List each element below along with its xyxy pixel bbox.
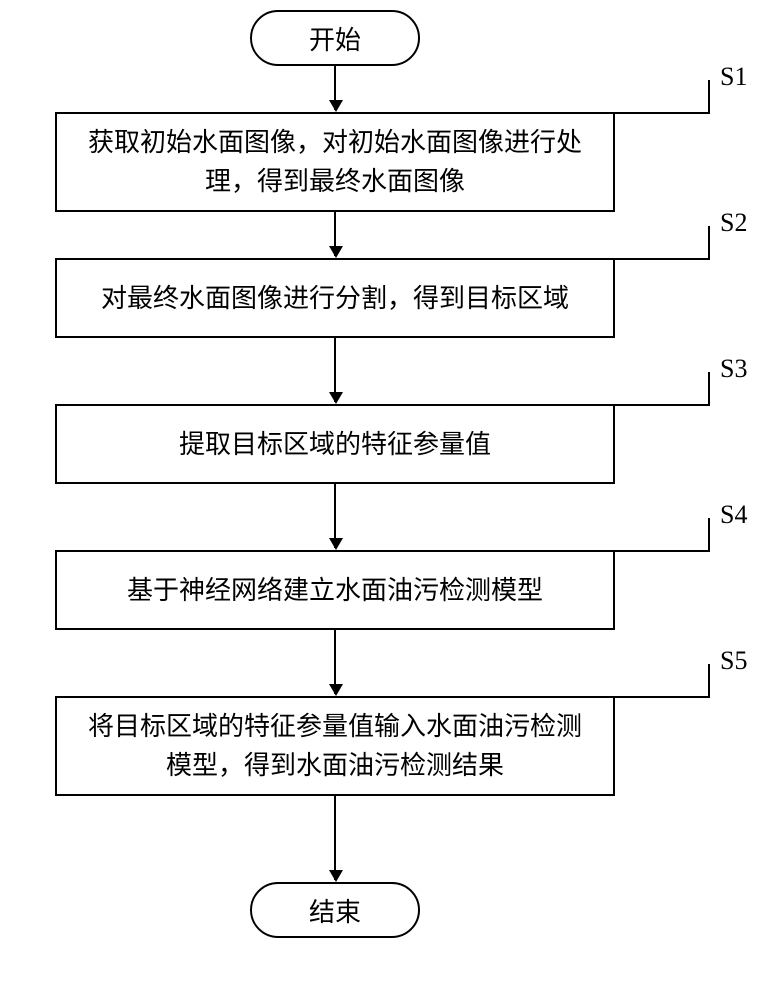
step-s3: 提取目标区域的特征参量值	[55, 404, 615, 484]
arrow-s3-s4	[334, 484, 336, 548]
callout-line-s3-h	[615, 404, 710, 406]
callout-line-s1-h	[615, 112, 710, 114]
step-s5-text: 将目标区域的特征参量值输入水面油污检测模型，得到水面油污检测结果	[77, 707, 593, 785]
callout-line-s3-v	[708, 372, 710, 406]
callout-label-s1: S1	[720, 62, 747, 92]
start-label: 开始	[309, 20, 361, 57]
callout-line-s4-v	[708, 518, 710, 552]
callout-line-s5-v	[708, 664, 710, 698]
step-s3-text: 提取目标区域的特征参量值	[179, 425, 491, 464]
step-s1-text: 获取初始水面图像，对初始水面图像进行处理，得到最终水面图像	[77, 123, 593, 201]
arrow-start-s1	[334, 66, 336, 110]
callout-line-s2-h	[615, 258, 710, 260]
callout-line-s5-h	[615, 696, 710, 698]
step-s2: 对最终水面图像进行分割，得到目标区域	[55, 258, 615, 338]
callout-label-s3: S3	[720, 354, 747, 384]
end-label: 结束	[309, 892, 361, 929]
step-s4-text: 基于神经网络建立水面油污检测模型	[127, 571, 543, 610]
callout-label-s5: S5	[720, 646, 747, 676]
callout-line-s1-v	[708, 80, 710, 114]
step-s4: 基于神经网络建立水面油污检测模型	[55, 550, 615, 630]
step-s5: 将目标区域的特征参量值输入水面油污检测模型，得到水面油污检测结果	[55, 696, 615, 796]
callout-label-s2: S2	[720, 208, 747, 238]
callout-line-s4-h	[615, 550, 710, 552]
step-s2-text: 对最终水面图像进行分割，得到目标区域	[101, 279, 569, 318]
arrow-s2-s3	[334, 338, 336, 402]
arrow-s5-end	[334, 796, 336, 880]
start-terminator: 开始	[250, 10, 420, 66]
arrow-s4-s5	[334, 630, 336, 694]
callout-label-s4: S4	[720, 500, 747, 530]
arrow-s1-s2	[334, 212, 336, 256]
step-s1: 获取初始水面图像，对初始水面图像进行处理，得到最终水面图像	[55, 112, 615, 212]
flowchart-canvas: 开始 获取初始水面图像，对初始水面图像进行处理，得到最终水面图像 S1 对最终水…	[0, 0, 775, 1000]
end-terminator: 结束	[250, 882, 420, 938]
callout-line-s2-v	[708, 226, 710, 260]
